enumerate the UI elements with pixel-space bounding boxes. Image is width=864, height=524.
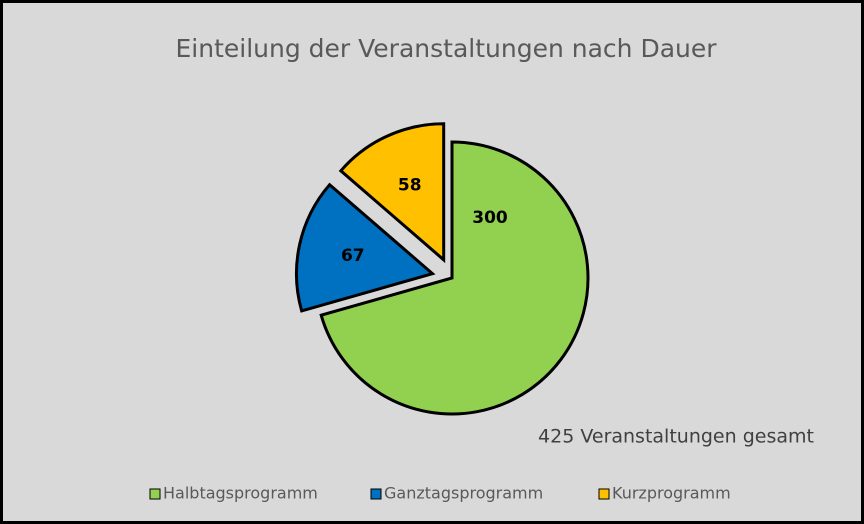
data-label: 300 — [472, 208, 508, 228]
legend-swatch — [598, 488, 610, 500]
legend-label: Halbtagsprogramm — [163, 484, 318, 503]
legend-label: Ganztagsprogramm — [384, 484, 543, 503]
chart-title: Einteilung der Veranstaltungen nach Daue… — [175, 34, 717, 63]
pie-slice — [319, 140, 590, 416]
annotation: 425 Veranstaltungen gesamt — [538, 426, 814, 448]
pie-slice — [294, 182, 436, 313]
legend-swatch — [370, 488, 382, 500]
pie-slice — [338, 122, 446, 264]
data-label: 58 — [398, 176, 422, 196]
data-label: 67 — [341, 246, 365, 266]
legend-swatch — [149, 488, 161, 500]
legend-label: Kurzprogramm — [612, 484, 731, 503]
